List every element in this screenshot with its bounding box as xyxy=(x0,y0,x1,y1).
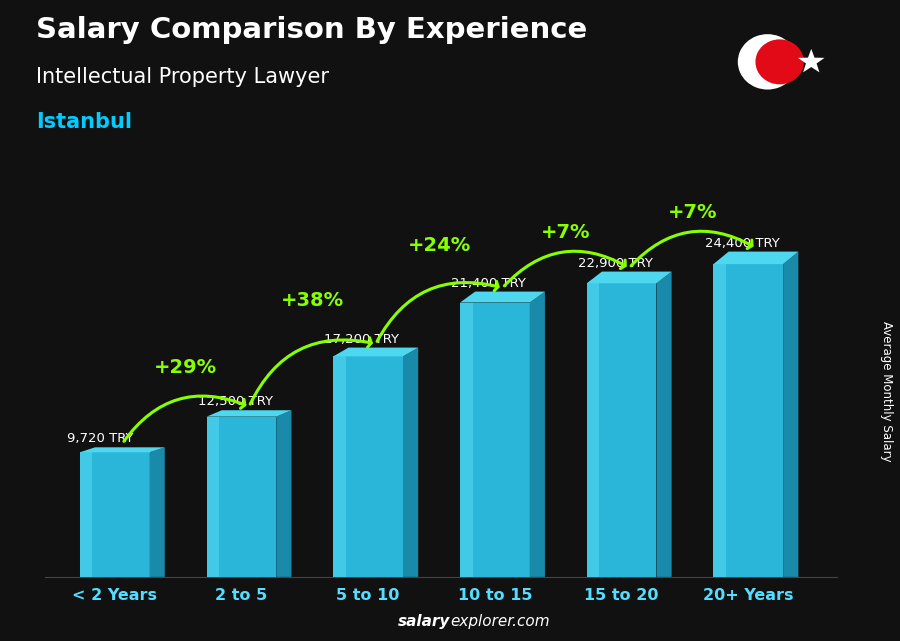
Polygon shape xyxy=(149,447,165,577)
Polygon shape xyxy=(333,356,346,577)
Text: Istanbul: Istanbul xyxy=(36,112,132,132)
Polygon shape xyxy=(460,303,473,577)
Polygon shape xyxy=(276,410,292,577)
Polygon shape xyxy=(587,272,671,283)
Text: Salary Comparison By Experience: Salary Comparison By Experience xyxy=(36,16,587,44)
Text: 9,720 TRY: 9,720 TRY xyxy=(68,433,134,445)
Polygon shape xyxy=(530,292,544,577)
Text: 12,500 TRY: 12,500 TRY xyxy=(198,395,273,408)
Polygon shape xyxy=(714,251,798,264)
Polygon shape xyxy=(714,264,726,577)
Text: +29%: +29% xyxy=(154,358,217,377)
Text: Intellectual Property Lawyer: Intellectual Property Lawyer xyxy=(36,67,329,87)
Polygon shape xyxy=(714,264,783,577)
Text: 17,200 TRY: 17,200 TRY xyxy=(324,333,400,345)
Text: +7%: +7% xyxy=(541,222,590,242)
Polygon shape xyxy=(333,347,418,356)
Text: +38%: +38% xyxy=(281,290,344,310)
Text: salary: salary xyxy=(398,615,450,629)
Polygon shape xyxy=(783,251,798,577)
Polygon shape xyxy=(460,292,544,303)
Wedge shape xyxy=(738,34,797,90)
Polygon shape xyxy=(403,347,418,577)
Text: 22,900 TRY: 22,900 TRY xyxy=(578,256,652,270)
Text: +24%: +24% xyxy=(408,236,471,254)
Text: +7%: +7% xyxy=(668,203,717,222)
Polygon shape xyxy=(587,283,656,577)
Text: 21,400 TRY: 21,400 TRY xyxy=(451,277,526,290)
Polygon shape xyxy=(207,417,276,577)
Polygon shape xyxy=(207,410,292,417)
Polygon shape xyxy=(207,417,219,577)
Polygon shape xyxy=(80,453,149,577)
Polygon shape xyxy=(587,283,599,577)
Polygon shape xyxy=(333,356,403,577)
Text: Average Monthly Salary: Average Monthly Salary xyxy=(880,320,893,462)
Polygon shape xyxy=(80,447,165,453)
Polygon shape xyxy=(798,49,824,72)
Text: 24,400 TRY: 24,400 TRY xyxy=(705,237,779,250)
Wedge shape xyxy=(755,39,804,85)
Polygon shape xyxy=(80,453,93,577)
Polygon shape xyxy=(656,272,671,577)
Text: explorer.com: explorer.com xyxy=(450,615,550,629)
Polygon shape xyxy=(460,303,530,577)
